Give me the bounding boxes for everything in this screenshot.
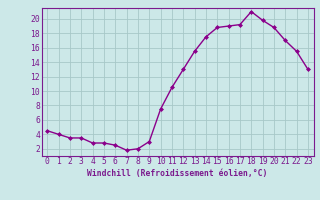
X-axis label: Windchill (Refroidissement éolien,°C): Windchill (Refroidissement éolien,°C) xyxy=(87,169,268,178)
